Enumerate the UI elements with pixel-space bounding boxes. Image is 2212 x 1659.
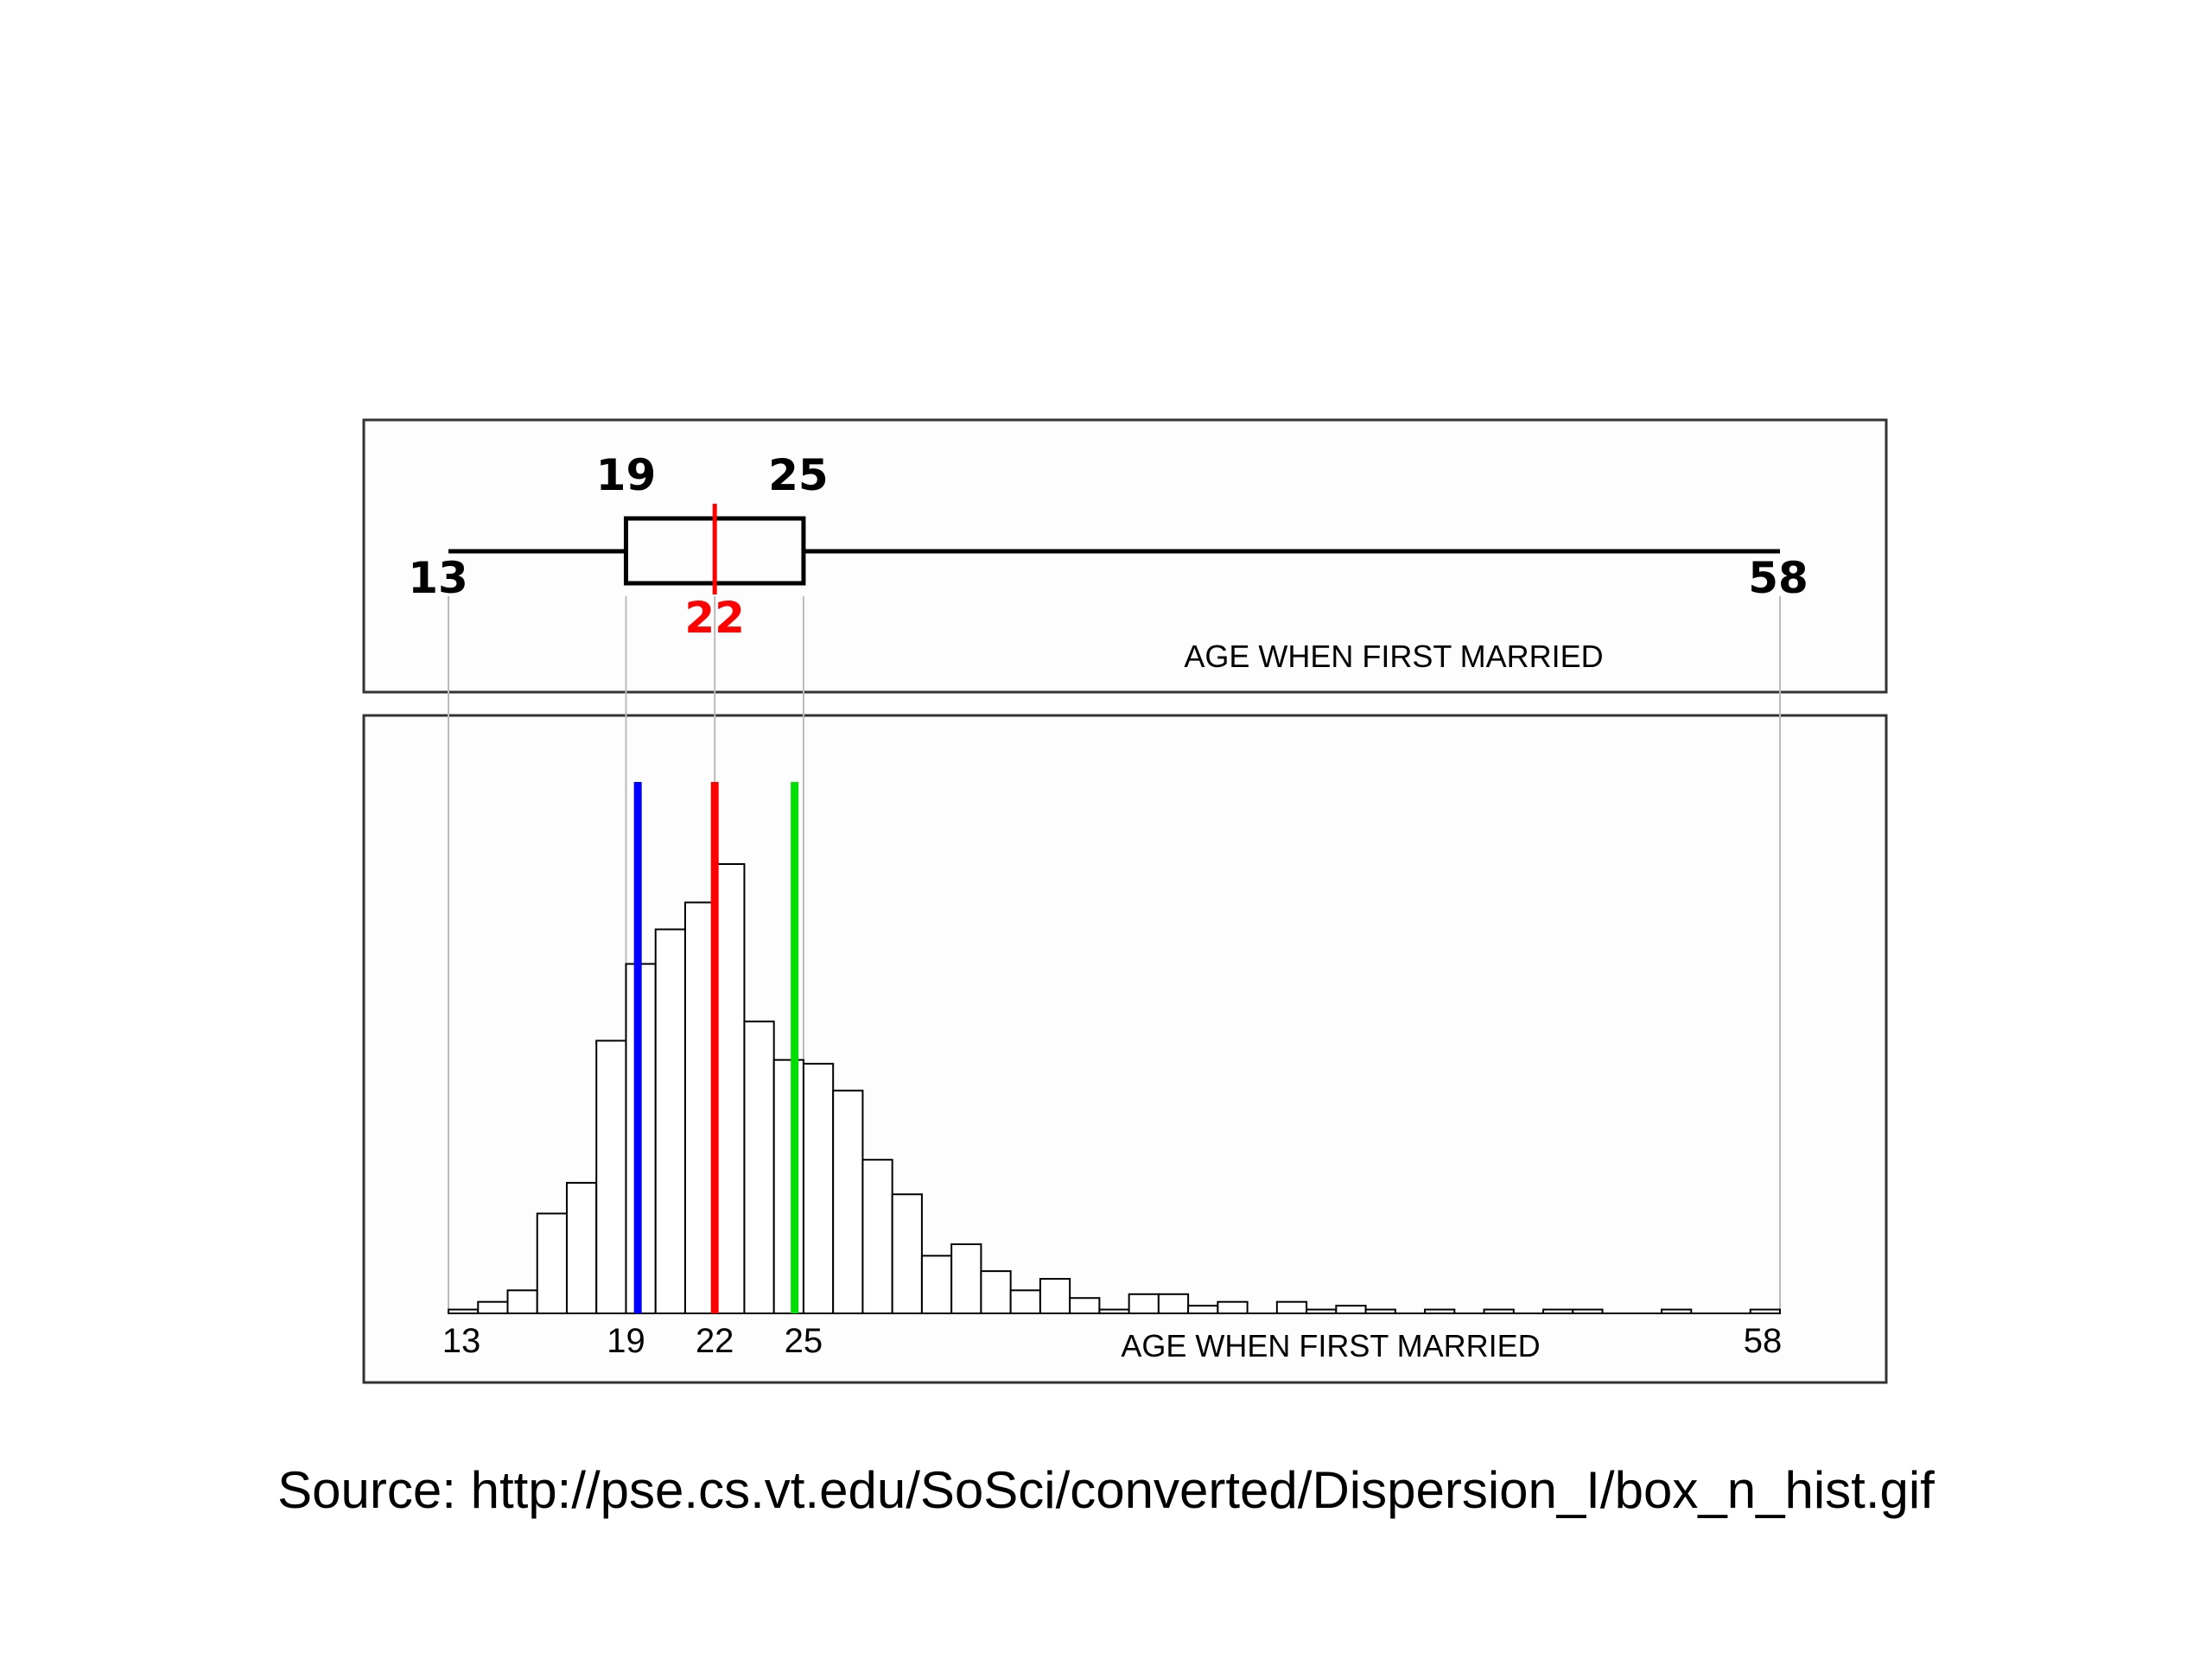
boxplot-q1-label: 19 [596,450,657,500]
histogram-bar [1128,1293,1160,1315]
histogram-bar [772,1058,804,1314]
boxplot-panel [362,418,1888,694]
histogram-bar [565,1181,598,1315]
histogram-bar [683,901,716,1314]
histogram-bar [861,1159,893,1314]
histogram-bar [980,1270,1012,1314]
source-caption: Source: http://pse.cs.vt.edu/SoSci/conve… [277,1461,1935,1519]
histogram-markers [633,782,799,1313]
histogram-bar [1335,1305,1367,1314]
histogram-tick-label: 19 [607,1322,645,1360]
histogram-bar [1009,1289,1041,1315]
histogram-tick-labels: 13 19 22 25 58 [442,1322,1783,1360]
histogram-bar [743,1020,775,1314]
histogram-bar [891,1193,923,1314]
histogram-bar [832,1090,864,1314]
histogram-bar [950,1243,982,1314]
histogram-bar [1157,1293,1190,1315]
boxplot-median-label: 22 [684,593,745,643]
histogram-tick-label: 25 [785,1322,823,1360]
histogram-bar [506,1289,538,1315]
histogram-axis-label: AGE WHEN FIRST MARRIED [1121,1328,1540,1363]
histogram-bars [448,863,1782,1315]
histogram-bar [802,1063,835,1314]
histogram-bar [654,928,686,1314]
boxplot: 13 19 25 58 22 AGE WHEN FIRST MARRIED [408,450,1808,674]
histogram-bar [1187,1305,1219,1314]
histogram-bar [536,1212,568,1315]
histogram-bar [595,1039,627,1314]
histogram-bar [920,1255,953,1315]
boxplot-axis-label: AGE WHEN FIRST MARRIED [1184,639,1603,674]
boxplot-min-label: 13 [408,553,468,603]
histogram-bar [1217,1300,1249,1314]
boxplot-max-label: 58 [1748,553,1808,603]
boxplot-q3-label: 25 [768,450,829,500]
histogram-tick-label: 22 [696,1322,734,1360]
histogram-bar [714,863,746,1314]
histogram-tick-label: 13 [442,1322,481,1360]
histogram-tick-label: 58 [1744,1322,1783,1360]
histogram-bar [1275,1300,1308,1314]
histogram-bar [1069,1297,1101,1314]
histogram-bar [477,1300,509,1314]
histogram-bar [1039,1278,1071,1314]
